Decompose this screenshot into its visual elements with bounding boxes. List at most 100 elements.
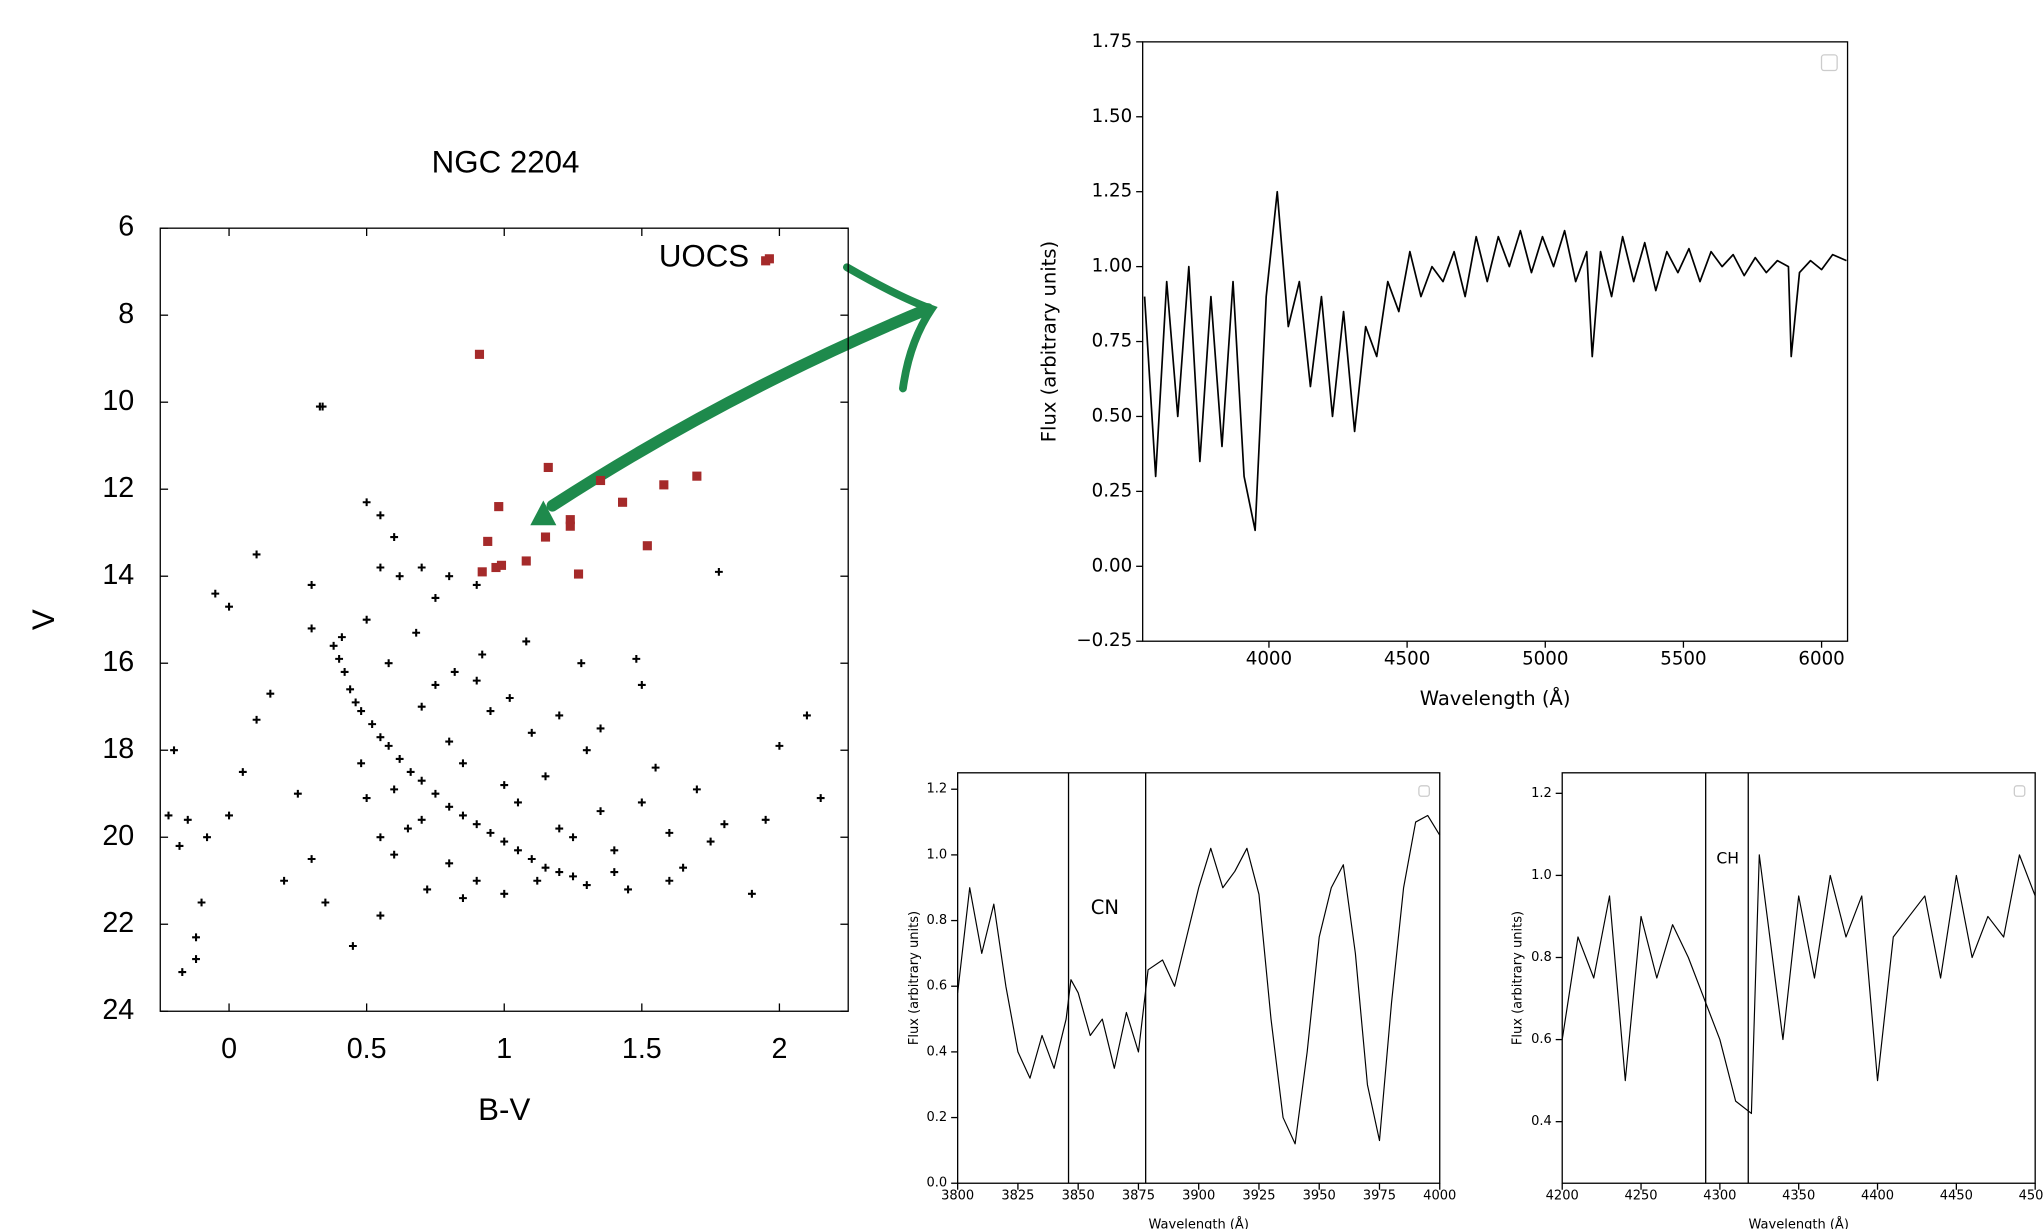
point — [679, 863, 688, 872]
y-tick-label: 1.2 — [1531, 786, 1552, 801]
point — [555, 868, 564, 876]
point — [527, 728, 536, 737]
point — [376, 733, 385, 742]
point — [486, 707, 495, 715]
point — [496, 560, 507, 570]
y-tick-label: 0.00 — [1092, 555, 1133, 576]
chart: 4000 4500 5000 5500 6000 −0.25 0.00 0.25 0.50 0.7… — [1038, 31, 1849, 710]
x-tick-label: 4000 — [1423, 1189, 1456, 1204]
y-tick-label: 0.4 — [927, 1044, 948, 1059]
y-tick-label: 0.25 — [1092, 480, 1133, 501]
point — [659, 480, 669, 490]
point — [637, 798, 646, 807]
spectrum-line — [1143, 190, 1847, 532]
point — [610, 868, 619, 876]
point — [203, 833, 211, 842]
y-tick-label: 1.0 — [927, 847, 948, 862]
point — [472, 876, 481, 885]
y-tick-label: 20 — [102, 820, 134, 852]
x-tick-label: 5500 — [1660, 648, 1706, 669]
point — [651, 763, 660, 772]
point — [692, 785, 701, 794]
y-tick-label: 1.2 — [927, 782, 948, 797]
y-tick-label: 1.0 — [1531, 868, 1552, 883]
point — [478, 650, 487, 659]
point — [459, 894, 467, 903]
point — [514, 846, 522, 855]
y-tick-label: 0.8 — [927, 913, 948, 928]
y-tick-label: 1.25 — [1092, 181, 1133, 202]
point — [335, 654, 344, 663]
point — [665, 828, 674, 837]
y-tick-label: 1.50 — [1092, 106, 1133, 127]
point — [596, 807, 605, 816]
point — [329, 641, 338, 650]
point — [357, 707, 366, 715]
point — [395, 755, 404, 763]
point — [610, 846, 619, 855]
point — [472, 581, 481, 589]
point — [541, 863, 550, 872]
point — [565, 515, 575, 525]
point — [192, 955, 200, 963]
point — [368, 720, 377, 729]
point — [412, 628, 421, 637]
y-tick-label: 16 — [102, 646, 134, 678]
point — [390, 533, 399, 541]
point — [521, 556, 531, 566]
x-tick-label: 4300 — [1703, 1189, 1736, 1204]
point — [348, 942, 357, 950]
plot-frame — [1142, 41, 1849, 642]
point — [192, 933, 200, 942]
x-tick-label: 4450 — [1940, 1189, 1973, 1204]
point — [522, 637, 531, 646]
point — [321, 898, 330, 907]
point — [483, 536, 493, 546]
y-tick-label: −0.25 — [1076, 630, 1132, 651]
x-tick-label: 3875 — [1122, 1189, 1155, 1204]
chart-title: NGC 2204 — [432, 145, 580, 180]
point — [477, 567, 487, 577]
x-tick-label: 1.5 — [622, 1033, 662, 1065]
legend-marker — [764, 254, 774, 264]
point — [351, 698, 360, 707]
point — [406, 768, 415, 776]
point — [747, 889, 756, 898]
point — [474, 349, 485, 359]
point — [183, 815, 192, 824]
arrow-shaft — [546, 303, 934, 512]
point — [307, 855, 316, 863]
point — [362, 498, 371, 507]
y-tick-label: 10 — [102, 385, 134, 417]
y-axis-label: Flux (arbitrary units) — [907, 911, 922, 1045]
point — [238, 768, 247, 776]
y-tick-label: 0.75 — [1092, 331, 1133, 352]
x-tick-label: 3900 — [1182, 1189, 1215, 1204]
annotation: CN — [1091, 896, 1119, 919]
point — [472, 820, 481, 829]
point — [577, 659, 586, 668]
y-tick-label: 0.0 — [927, 1176, 948, 1191]
legend-box — [2013, 785, 2026, 797]
point — [665, 876, 674, 885]
point — [362, 615, 371, 624]
x-axis-label: B-V — [478, 1092, 530, 1127]
point — [357, 759, 366, 768]
point — [514, 798, 522, 807]
point — [692, 471, 702, 481]
x-tick-label: 6000 — [1798, 648, 1844, 669]
y-tick-label: 6 — [118, 211, 134, 243]
point — [540, 532, 551, 542]
point — [175, 842, 184, 850]
point — [225, 602, 233, 611]
point — [500, 781, 509, 789]
point — [527, 855, 536, 863]
point — [417, 776, 426, 785]
point — [565, 521, 575, 531]
point — [642, 541, 652, 551]
legend-box — [1418, 785, 1430, 797]
y-tick-label: 8 — [118, 298, 134, 330]
x-tick-label: 5000 — [1522, 648, 1568, 669]
